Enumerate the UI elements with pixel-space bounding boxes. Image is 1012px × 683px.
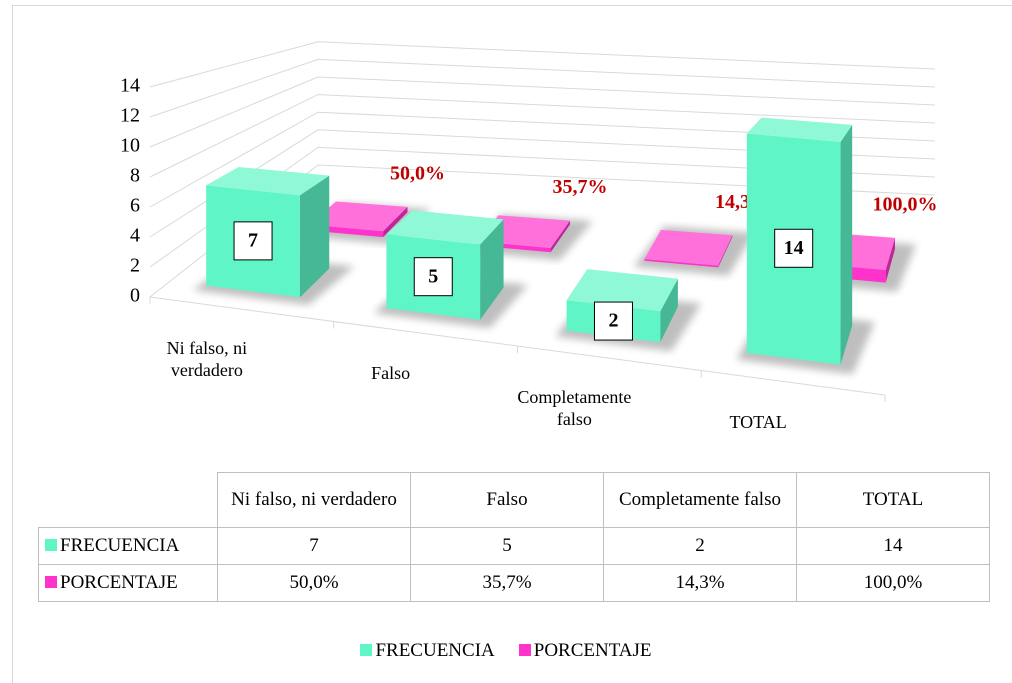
table-row-name: PORCENTAJE bbox=[38, 564, 218, 602]
bar-side bbox=[550, 220, 570, 253]
x-tick-label: Completamente falso bbox=[517, 387, 632, 430]
table-header: Ni falso, ni verdadero bbox=[217, 472, 411, 528]
table-cell: 5 bbox=[410, 527, 604, 565]
x-tick-label: Falso bbox=[371, 362, 411, 383]
x-tick-label: Ni falso, ni verdadero bbox=[166, 338, 248, 381]
data-label: 35,7% bbox=[552, 176, 607, 198]
row-name: FRECUENCIA bbox=[60, 535, 180, 556]
table-cell: 2 bbox=[603, 527, 797, 565]
grid-line bbox=[149, 94, 936, 178]
legend-item: PORCENTAJE bbox=[518, 640, 652, 661]
table-cell: 50,0% bbox=[217, 564, 411, 602]
y-tick-label: 14 bbox=[120, 75, 140, 97]
bar-top bbox=[566, 269, 678, 312]
legend: FRECUENCIA PORCENTAJE bbox=[0, 640, 1012, 662]
data-label: 2 bbox=[608, 310, 618, 332]
y-tick-label: 6 bbox=[130, 195, 140, 217]
frame bbox=[12, 5, 1012, 683]
bar-side bbox=[299, 175, 330, 298]
legend-item: FRECUENCIA bbox=[360, 640, 495, 661]
bar-side bbox=[660, 278, 678, 343]
bar-side bbox=[885, 237, 895, 283]
y-tick-label: 2 bbox=[130, 255, 140, 277]
x-tick-label: TOTAL bbox=[729, 411, 787, 432]
y-tick-label: 4 bbox=[130, 225, 140, 247]
grid-line bbox=[149, 146, 936, 268]
data-label-box bbox=[774, 228, 814, 268]
table-corner bbox=[38, 472, 218, 528]
table-cell: 100,0% bbox=[796, 564, 990, 602]
grid-line bbox=[149, 129, 936, 238]
bar-side bbox=[480, 219, 504, 320]
grid-line bbox=[149, 164, 936, 298]
table-cell: 14,3% bbox=[603, 564, 797, 602]
data-label: 14 bbox=[784, 237, 804, 259]
bar-top bbox=[309, 201, 408, 232]
y-tick-label: 8 bbox=[130, 165, 140, 187]
table-header: Completamente falso bbox=[603, 472, 797, 528]
data-label-box bbox=[593, 301, 633, 341]
table-row: PORCENTAJE 50,0% 35,7% 14,3% 100,0% bbox=[38, 564, 990, 602]
table-row-name: FRECUENCIA bbox=[38, 527, 218, 565]
grid-line bbox=[149, 58, 936, 118]
legend-label: PORCENTAJE bbox=[533, 640, 652, 661]
table-row: FRECUENCIA 7 5 2 14 bbox=[38, 527, 990, 565]
data-label: 5 bbox=[428, 265, 438, 287]
bar-side bbox=[840, 124, 853, 365]
bar-top bbox=[644, 229, 733, 266]
bar-top bbox=[206, 166, 330, 196]
legend-swatch bbox=[360, 644, 373, 656]
grid-line bbox=[149, 111, 936, 208]
data-table: Ni falso, ni verdadero Falso Completamente… bbox=[38, 472, 990, 602]
data-label: 7 bbox=[248, 229, 258, 251]
bar-top bbox=[386, 210, 504, 245]
bar bbox=[633, 226, 755, 276]
table-header: TOTAL bbox=[796, 472, 990, 528]
table-header: Falso bbox=[410, 472, 604, 528]
table-cell: 7 bbox=[217, 527, 411, 565]
legend-swatch bbox=[45, 539, 57, 551]
table-cell: 14 bbox=[796, 527, 990, 565]
bar-side bbox=[718, 235, 733, 268]
y-tick-label: 0 bbox=[130, 285, 140, 307]
table-cell: 35,7% bbox=[410, 564, 604, 602]
grid-line bbox=[149, 76, 936, 148]
data-label-box bbox=[413, 257, 453, 297]
legend-swatch bbox=[45, 576, 57, 588]
data-label: 100,0% bbox=[872, 193, 937, 215]
legend-label: FRECUENCIA bbox=[375, 640, 495, 661]
y-tick-label: 10 bbox=[120, 135, 140, 157]
data-label-box bbox=[233, 221, 273, 261]
row-name: PORCENTAJE bbox=[60, 572, 178, 593]
bar-front bbox=[644, 259, 719, 268]
table-row: Ni falso, ni verdadero Falso Completamente… bbox=[38, 472, 990, 528]
data-label: 50,0% bbox=[390, 163, 445, 185]
y-tick-label: 12 bbox=[120, 105, 140, 127]
legend-swatch bbox=[518, 644, 531, 656]
bar-top bbox=[746, 117, 853, 142]
bar-side bbox=[383, 206, 408, 238]
grid-line bbox=[149, 41, 936, 88]
